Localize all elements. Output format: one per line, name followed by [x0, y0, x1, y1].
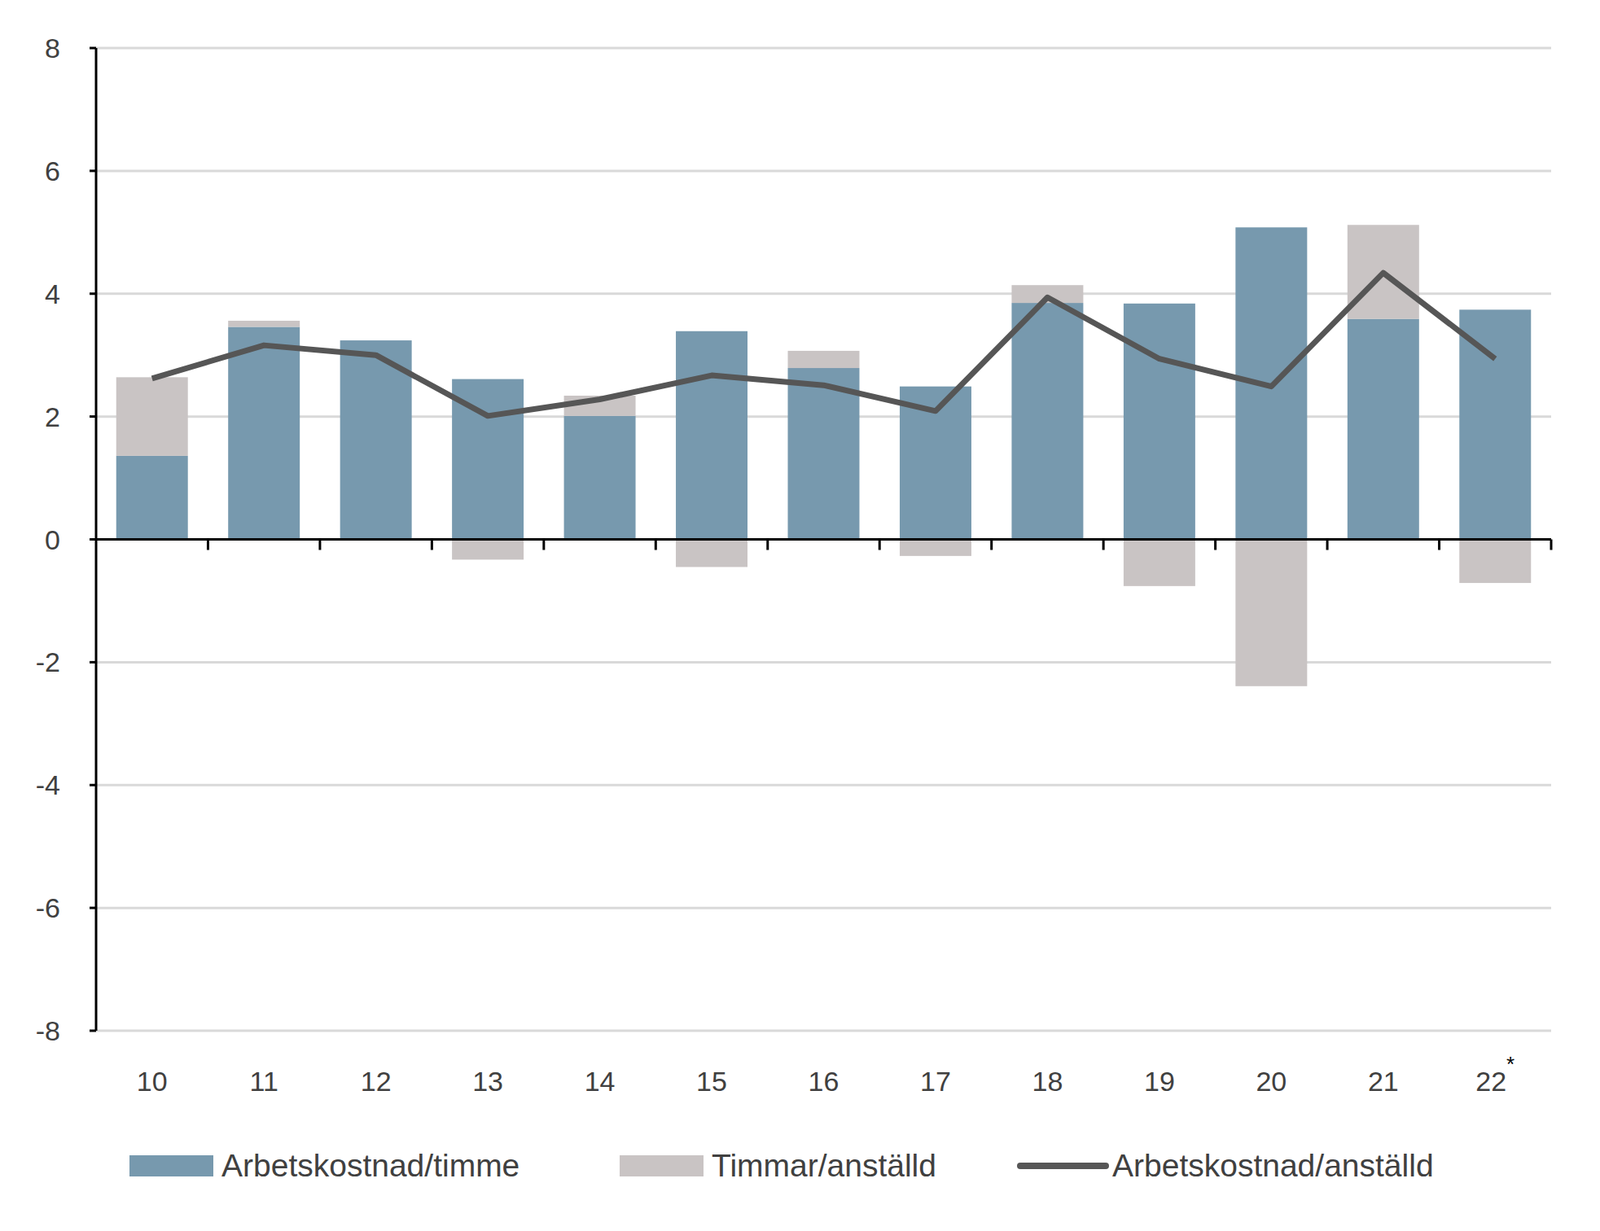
axes: -8 -6 -4 -2 0 2 4 6 8 10 11 12 13 14 15 16 17 18 19 20 21 22* [35, 32, 1552, 1097]
x-tick-label: 22* [1475, 1052, 1515, 1097]
bar [675, 539, 748, 568]
bar [227, 320, 300, 328]
x-tick [318, 539, 321, 551]
x-tick [1437, 539, 1441, 551]
legend-label: Arbetskostnad/anställd [1112, 1148, 1434, 1184]
y-tick-label: -8 [35, 1015, 61, 1047]
grid [96, 48, 1552, 1031]
x-tick-label: 20 [1255, 1065, 1287, 1097]
x-tick [1326, 539, 1329, 551]
x-tick [1102, 539, 1105, 551]
bar [1123, 303, 1196, 540]
x-tick [542, 539, 545, 551]
y-tick [89, 784, 97, 787]
y-tick [89, 1030, 97, 1033]
bar [1235, 539, 1307, 687]
x-tick-label: 10 [136, 1065, 168, 1097]
y-tick-label: 0 [44, 524, 61, 556]
y-tick-label: 6 [44, 155, 61, 187]
y-tick-label: 2 [44, 401, 61, 433]
y-tick [89, 538, 97, 541]
y-tick [89, 907, 97, 910]
legend: Arbetskostnad/timme Timmar/anställd Arbets… [129, 1148, 1434, 1184]
legend-label: Timmar/anställd [711, 1148, 937, 1184]
x-tick [990, 539, 993, 551]
grid-line [96, 538, 1552, 541]
bar [564, 416, 636, 540]
y-tick-label: 8 [44, 32, 61, 64]
x-tick [430, 539, 434, 551]
bar [675, 331, 748, 540]
y-tick [89, 292, 97, 295]
x-tick-label: 11 [249, 1065, 279, 1097]
bar [899, 539, 972, 557]
x-axis [96, 538, 1552, 541]
grid-line [96, 292, 1552, 295]
chart: -8 -6 -4 -2 0 2 4 6 8 10 11 12 13 14 15 16 17 18 19 20 21 22*… [0, 0, 1600, 1231]
y-tick-label: -4 [35, 769, 61, 801]
x-tick [1214, 539, 1217, 551]
grid-line [96, 169, 1552, 172]
grid-line [96, 784, 1552, 787]
y-tick [89, 169, 97, 172]
grid-line [96, 661, 1552, 664]
legend-swatch [1020, 1162, 1106, 1170]
x-tick-label: 16 [808, 1065, 840, 1097]
grid-line [96, 1030, 1552, 1033]
legend-swatch [129, 1155, 214, 1177]
bar [116, 376, 189, 456]
bar [340, 340, 413, 342]
y-tick [89, 47, 97, 50]
x-tick-label: 17 [920, 1065, 952, 1097]
plot-area [116, 224, 1532, 687]
bar [451, 539, 524, 561]
x-tick-label: 15 [696, 1065, 728, 1097]
bar [788, 350, 860, 369]
grid-line [96, 47, 1552, 50]
x-tick [654, 539, 658, 551]
y-tick [89, 415, 97, 418]
bar [227, 326, 300, 540]
bar [1011, 302, 1083, 540]
legend-swatch [619, 1155, 704, 1177]
bar [1123, 539, 1196, 587]
x-tick [1550, 539, 1553, 551]
x-tick-label: 14 [584, 1065, 616, 1097]
x-tick-label: 13 [472, 1065, 504, 1097]
y-tick-label: -2 [35, 646, 61, 678]
grid-line [96, 907, 1552, 910]
x-tick [206, 539, 210, 551]
x-tick [878, 539, 882, 551]
y-tick [89, 661, 97, 664]
bar [1347, 319, 1420, 540]
bar [116, 455, 189, 540]
bar [1459, 309, 1531, 540]
bar [1459, 539, 1531, 584]
x-tick [766, 539, 769, 551]
x-tick-label: 18 [1032, 1065, 1064, 1097]
legend-label: Arbetskostnad/timme [221, 1148, 520, 1184]
x-tick-label: 12 [360, 1065, 392, 1097]
x-tick-label: 21 [1367, 1065, 1399, 1097]
x-tick-label: 19 [1144, 1065, 1175, 1097]
y-tick-label: 4 [44, 278, 61, 310]
line [152, 272, 1496, 417]
y-tick-label: -6 [35, 892, 61, 924]
